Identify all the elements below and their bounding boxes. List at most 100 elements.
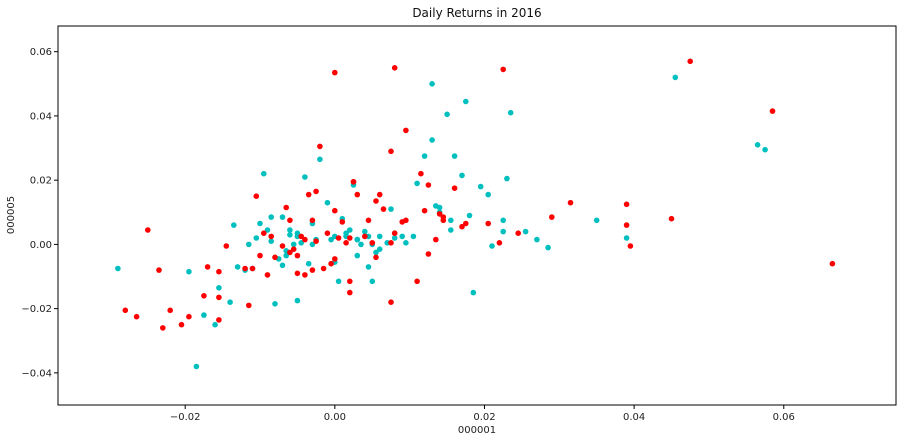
data-point [403,127,409,134]
data-point [264,272,271,278]
data-point [305,260,312,267]
data-point [133,313,140,320]
data-point [268,214,275,220]
x-axis-label: 000001 [458,425,496,436]
data-point [489,243,495,249]
data-point [414,180,420,187]
data-point [272,254,278,261]
data-point [309,217,316,224]
data-point [545,244,551,251]
data-point [448,217,454,224]
data-point [362,233,368,240]
data-point [234,264,241,270]
y-tick-label: 0.00 [30,240,52,251]
data-point [754,142,761,148]
data-point [272,301,278,307]
data-point [623,235,630,241]
y-tick-label: −0.02 [21,304,52,315]
data-point [567,199,574,206]
data-point [391,65,398,71]
data-point [459,223,465,230]
data-point [268,238,275,244]
data-point [122,307,129,314]
data-point [313,238,319,244]
data-point [459,172,465,179]
data-point [391,230,398,236]
series-2 [122,58,836,331]
data-point [320,265,327,272]
y-tick-label: 0.02 [30,176,52,187]
data-point [463,98,469,105]
data-point [279,214,286,220]
data-point [388,206,394,212]
data-point [451,153,458,159]
data-point [485,191,492,198]
data-point [302,272,308,278]
data-point [362,228,368,235]
data-point [522,228,529,235]
data-point [328,260,334,267]
data-point [347,289,353,296]
data-point [332,69,338,76]
data-point [399,233,406,240]
data-point [201,312,207,318]
data-point [347,235,353,241]
data-point [444,111,450,118]
data-point [403,217,409,224]
data-point [246,302,252,309]
data-point [264,227,271,233]
data-point [283,204,290,211]
data-point [627,243,634,249]
x-tick-label: 0.00 [324,412,346,423]
data-point [433,236,439,243]
data-point [507,109,514,116]
data-point [317,156,323,163]
data-point [376,246,383,252]
data-point [249,265,256,272]
y-tick-label: 0.06 [30,47,52,58]
data-point [294,252,301,259]
data-point [231,222,237,228]
data-point [421,153,428,159]
data-point [365,264,372,270]
data-point [335,235,342,241]
data-point [373,254,379,261]
y-axis-label: 000005 [6,196,17,234]
data-point [156,267,162,273]
data-point [268,233,275,240]
data-point [496,240,503,246]
data-point [332,256,338,262]
data-point [253,235,260,241]
data-point [212,321,218,328]
data-point [466,212,473,219]
data-point [418,170,424,177]
data-point [279,243,286,249]
data-point [769,108,776,114]
data-point [436,211,443,217]
data-point [223,243,230,249]
data-point [347,227,353,233]
data-point [500,66,507,73]
y-tick-label: −0.04 [21,368,52,379]
data-point [358,241,364,248]
x-tick-label: 0.02 [473,412,495,423]
data-point [410,233,417,240]
data-point [350,179,357,185]
data-point [279,262,286,269]
data-point [287,249,293,256]
data-point [261,230,267,236]
data-point [388,240,394,246]
data-point [451,185,458,191]
data-point [328,236,334,243]
data-point [283,252,290,259]
data-point [534,236,540,243]
data-point [294,230,301,236]
data-point [376,191,383,198]
data-point [298,233,305,240]
data-point [309,241,316,248]
x-axis-ticks: −0.02 0.00 0.02 0.04 0.06 [170,405,795,423]
data-point [388,148,394,155]
data-point [287,217,293,224]
series-layer [115,58,836,370]
data-point [414,278,420,285]
